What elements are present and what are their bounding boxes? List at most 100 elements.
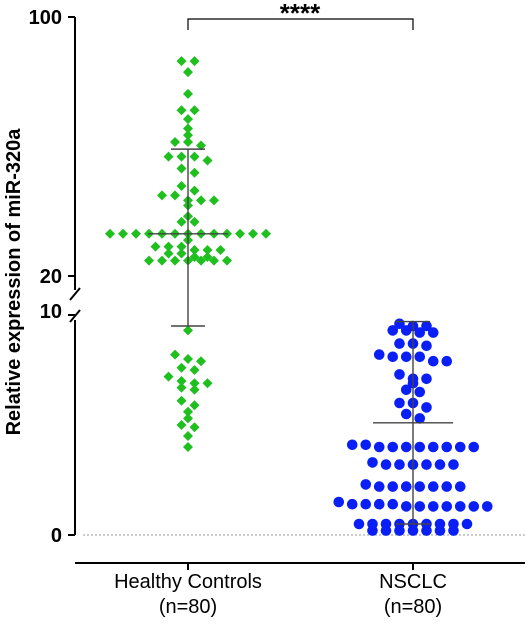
data-point-healthy-controls xyxy=(202,252,213,263)
data-point-healthy-controls xyxy=(183,67,193,78)
data-point-nsclc xyxy=(441,355,453,367)
data-point-healthy-controls xyxy=(170,136,180,147)
data-point-healthy-controls xyxy=(176,180,187,191)
data-point-healthy-controls xyxy=(183,136,193,147)
data-point-nsclc xyxy=(394,369,405,380)
data-point-healthy-controls xyxy=(157,255,167,266)
data-point-healthy-controls xyxy=(189,105,200,116)
data-point-nsclc xyxy=(427,327,439,338)
data-point-nsclc xyxy=(400,481,412,492)
data-point-nsclc xyxy=(427,481,439,492)
data-point-healthy-controls xyxy=(176,362,187,373)
data-point-healthy-controls xyxy=(183,123,193,134)
data-point-healthy-controls xyxy=(176,241,187,252)
data-point-nsclc xyxy=(387,481,399,492)
summary-bars-layer xyxy=(148,148,453,525)
data-point-nsclc xyxy=(427,441,439,453)
data-point-nsclc xyxy=(400,501,412,512)
data-point-nsclc xyxy=(414,481,426,492)
significance-label: **** xyxy=(280,0,321,28)
data-point-nsclc xyxy=(400,384,412,396)
xtick-label-healthy-line2: (n=80) xyxy=(159,596,217,618)
data-point-healthy-controls xyxy=(183,325,193,336)
data-point-healthy-controls xyxy=(176,56,187,67)
data-point-healthy-controls xyxy=(189,252,200,263)
data-point-healthy-controls xyxy=(183,354,193,364)
data-point-healthy-controls xyxy=(235,228,245,239)
data-point-nsclc xyxy=(414,501,426,512)
data-point-nsclc xyxy=(394,397,405,409)
data-point-healthy-controls xyxy=(170,255,180,266)
xtick-label-nsclc-line2: (n=80) xyxy=(384,596,442,618)
data-point-nsclc xyxy=(367,525,378,536)
ytick-label-20: 20 xyxy=(40,266,62,288)
data-point-nsclc xyxy=(373,481,385,492)
data-point-nsclc xyxy=(333,496,345,508)
data-point-nsclc xyxy=(394,525,405,536)
data-point-nsclc xyxy=(421,459,432,470)
data-point-healthy-controls xyxy=(202,378,213,389)
data-point-healthy-controls xyxy=(170,349,180,360)
data-point-nsclc xyxy=(407,525,419,536)
data-point-nsclc xyxy=(448,459,459,470)
data-point-healthy-controls xyxy=(176,151,187,162)
data-point-healthy-controls xyxy=(261,228,271,239)
data-point-healthy-controls xyxy=(131,228,141,239)
ytick-label-100: 100 xyxy=(29,7,62,29)
data-point-nsclc xyxy=(414,386,426,398)
data-point-nsclc xyxy=(380,459,392,470)
data-point-nsclc xyxy=(394,338,405,349)
data-point-healthy-controls xyxy=(157,190,167,201)
data-point-healthy-controls xyxy=(189,384,200,395)
xtick-label-healthy-line1: Healthy Controls xyxy=(114,571,262,593)
data-point-nsclc xyxy=(373,498,385,510)
data-point-healthy-controls xyxy=(163,248,174,259)
data-point-nsclc xyxy=(400,408,412,420)
data-point-healthy-controls xyxy=(144,255,154,266)
data-point-healthy-controls xyxy=(163,371,174,382)
data-point-nsclc xyxy=(414,441,426,453)
data-point-nsclc xyxy=(346,439,358,451)
data-point-nsclc xyxy=(346,498,358,510)
data-point-nsclc xyxy=(454,441,466,453)
data-point-healthy-controls xyxy=(176,216,187,227)
data-point-nsclc xyxy=(481,501,493,512)
data-point-healthy-controls xyxy=(189,56,200,67)
data-point-nsclc xyxy=(414,413,426,424)
data-point-healthy-controls xyxy=(183,406,193,417)
data-point-healthy-controls xyxy=(189,422,200,433)
data-point-healthy-controls xyxy=(189,245,200,256)
data-point-healthy-controls xyxy=(189,216,200,227)
data-point-nsclc xyxy=(414,351,426,363)
data-point-healthy-controls xyxy=(209,195,219,206)
data-point-nsclc xyxy=(387,441,399,453)
data-point-nsclc xyxy=(421,525,432,536)
axis-break-mark-upper xyxy=(69,287,81,301)
data-point-healthy-controls xyxy=(183,431,193,441)
data-point-healthy-controls xyxy=(176,382,187,393)
data-point-nsclc xyxy=(353,518,365,530)
data-point-nsclc xyxy=(360,439,372,451)
data-point-healthy-controls xyxy=(176,248,187,259)
data-point-nsclc xyxy=(441,441,453,453)
data-point-nsclc xyxy=(454,501,466,512)
data-point-healthy-controls xyxy=(202,245,213,256)
data-point-healthy-controls xyxy=(150,241,161,252)
xtick-label-nsclc-line1: NSCLC xyxy=(379,571,447,593)
data-point-nsclc xyxy=(434,459,446,470)
ytick-label-10: 10 xyxy=(40,301,62,323)
significance-bracket xyxy=(187,18,414,30)
data-point-healthy-controls xyxy=(196,140,206,151)
data-point-nsclc xyxy=(421,320,432,332)
data-point-nsclc xyxy=(367,457,378,468)
data-point-healthy-controls xyxy=(196,255,206,266)
data-point-healthy-controls xyxy=(176,163,187,174)
data-point-nsclc xyxy=(387,498,399,510)
data-point-healthy-controls xyxy=(183,114,193,125)
data-point-healthy-controls xyxy=(215,245,226,256)
data-point-healthy-controls xyxy=(105,228,115,239)
data-point-nsclc xyxy=(400,325,412,336)
data-point-nsclc xyxy=(400,441,412,453)
data-point-healthy-controls xyxy=(209,255,219,266)
